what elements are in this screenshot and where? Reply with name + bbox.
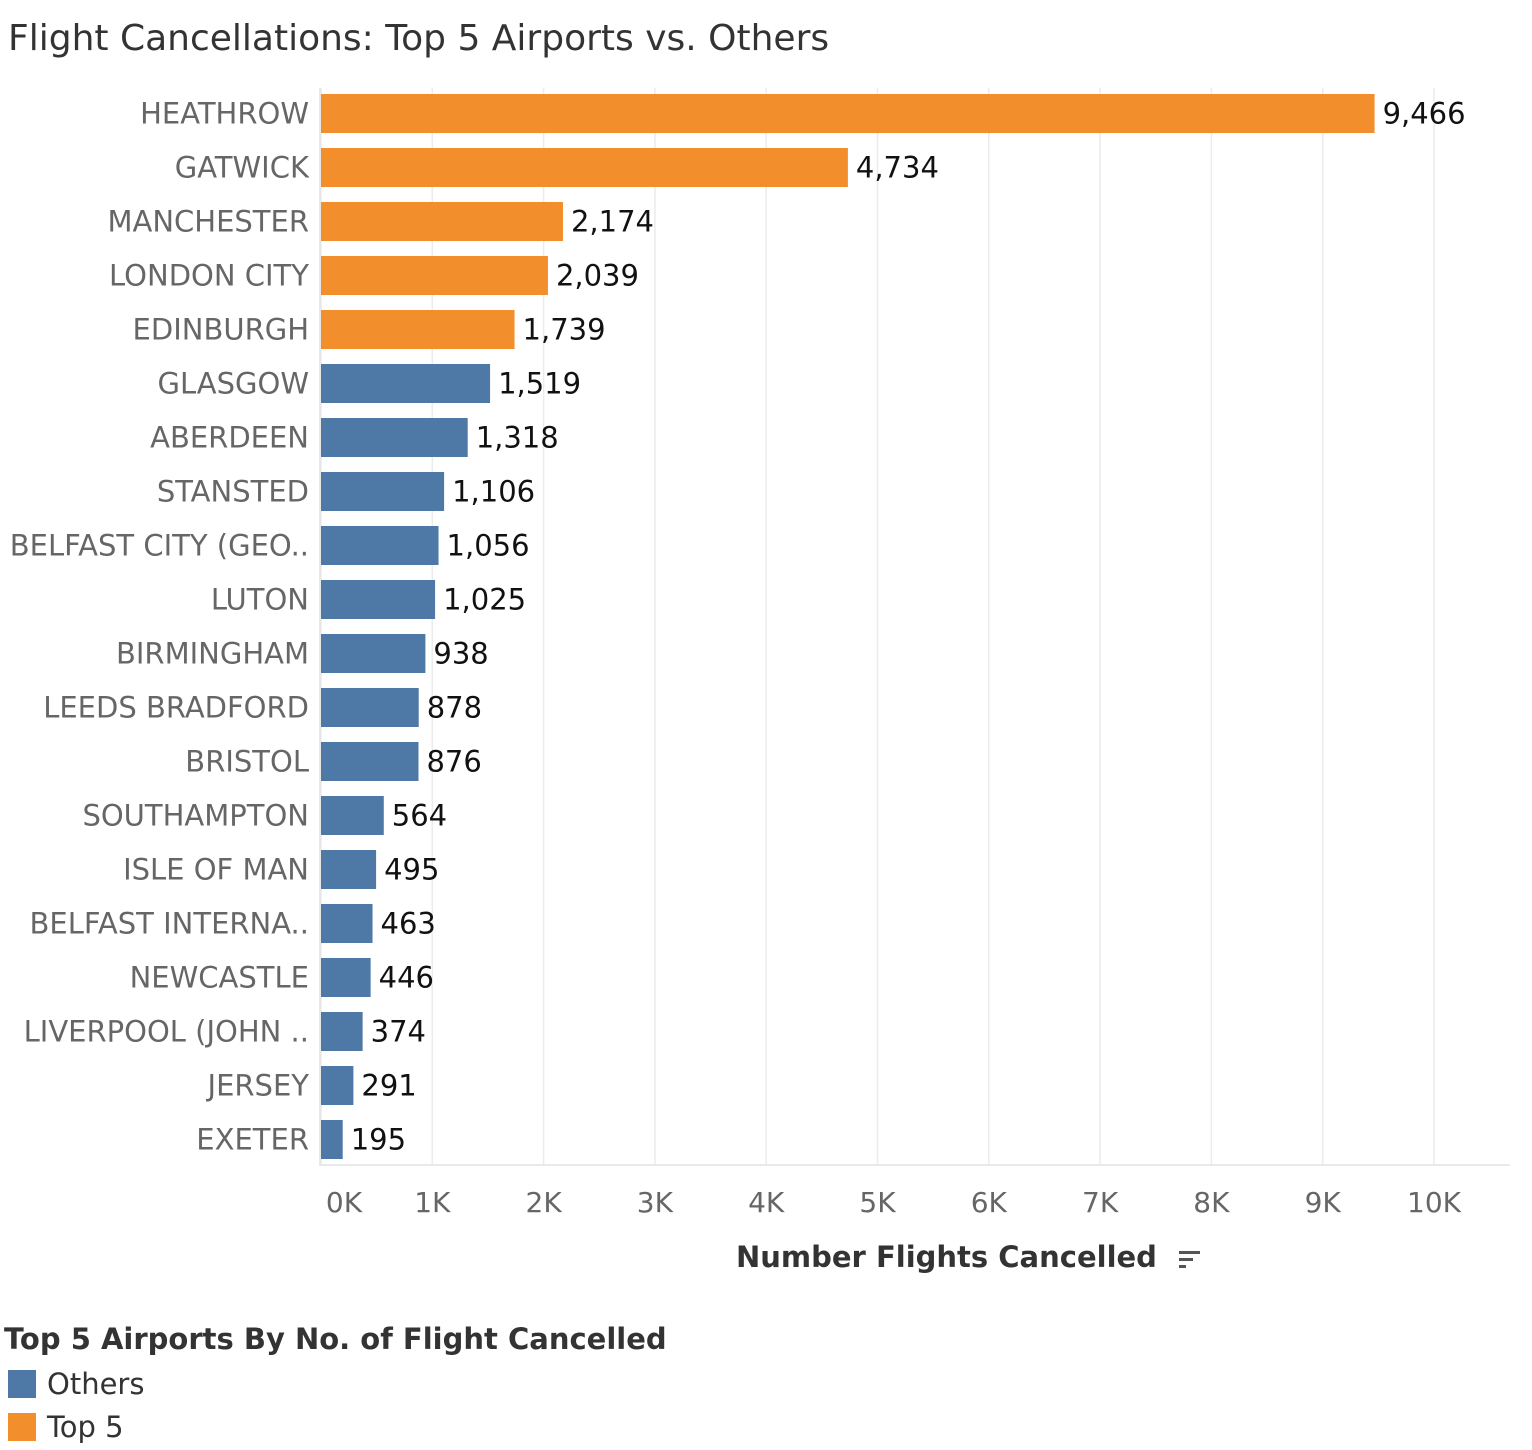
category-label: EDINBURGH: [133, 313, 309, 347]
legend-title: Top 5 Airports By No. of Flight Cancelle…: [4, 1322, 667, 1356]
category-label: BIRMINGHAM: [116, 637, 309, 671]
x-tick-label: 2K: [526, 1186, 563, 1219]
x-tick-label: 4K: [748, 1186, 785, 1219]
category-label: JERSEY: [206, 1069, 310, 1103]
category-label: BELFAST INTERNA..: [30, 907, 309, 941]
chart-title: Flight Cancellations: Top 5 Airports vs.…: [8, 18, 830, 59]
value-label: 2,174: [571, 205, 654, 239]
x-tick-label: 7K: [1082, 1186, 1119, 1219]
category-label: SOUTHAMPTON: [82, 799, 309, 833]
bars: HEATHROW 9,466 GATWICK 4,734 MANCHESTER 2,174…: [10, 94, 1466, 1159]
bar[interactable]: [321, 850, 377, 889]
category-label: BRISTOL: [185, 745, 309, 779]
legend-label-others: Others: [47, 1366, 145, 1401]
bar[interactable]: [321, 634, 426, 673]
x-axis: 0K 1K 2K 3K 4K 5K 6K 7K 8K 9K 10K: [319, 88, 1510, 1219]
bar[interactable]: [321, 904, 373, 943]
value-label: 1,056: [447, 529, 530, 563]
bar[interactable]: [321, 148, 848, 187]
value-label: 876: [426, 745, 481, 779]
bar[interactable]: [321, 94, 1375, 133]
bar[interactable]: [321, 958, 371, 997]
value-label: 564: [392, 799, 447, 833]
bar[interactable]: [321, 364, 491, 403]
x-tick-label: 5K: [859, 1186, 896, 1219]
value-label: 195: [351, 1123, 406, 1157]
value-label: 1,025: [443, 583, 526, 617]
x-axis-title: Number Flights Cancelled: [736, 1240, 1201, 1274]
value-label: 446: [379, 961, 434, 995]
bar[interactable]: [321, 310, 515, 349]
bar[interactable]: [321, 1012, 363, 1051]
value-label: 1,739: [523, 313, 606, 347]
category-label: STANSTED: [157, 475, 309, 509]
category-label: NEWCASTLE: [130, 961, 309, 995]
category-label: LONDON CITY: [109, 259, 309, 293]
category-label: GLASGOW: [157, 367, 309, 401]
category-label: HEATHROW: [140, 97, 309, 131]
bar[interactable]: [321, 202, 563, 241]
x-tick-label: 10K: [1407, 1186, 1462, 1219]
x-axis-title-text: Number Flights Cancelled: [736, 1240, 1157, 1274]
x-tick-label: 6K: [971, 1186, 1008, 1219]
category-label: EXETER: [196, 1123, 309, 1157]
x-tick-label: 9K: [1305, 1186, 1342, 1219]
bar[interactable]: [321, 472, 445, 511]
category-label: LEEDS BRADFORD: [43, 691, 309, 725]
value-label: 9,466: [1383, 97, 1466, 131]
category-label: LIVERPOOL (JOHN ..: [24, 1015, 309, 1049]
value-label: 1,318: [476, 421, 559, 455]
x-tick-label: 1K: [414, 1186, 451, 1219]
value-label: 1,106: [452, 475, 535, 509]
category-label: BELFAST CITY (GEO..: [10, 529, 309, 563]
bar[interactable]: [321, 1066, 354, 1105]
value-label: 374: [371, 1015, 426, 1049]
value-label: 938: [433, 637, 488, 671]
category-label: MANCHESTER: [107, 205, 309, 239]
gridlines: [320, 88, 1435, 1165]
bar[interactable]: [321, 418, 468, 457]
bar[interactable]: [321, 526, 439, 565]
bar[interactable]: [321, 256, 548, 295]
x-tick-label: 3K: [637, 1186, 674, 1219]
legend-swatch-others: [8, 1369, 36, 1398]
category-label: LUTON: [211, 583, 309, 617]
x-tick-label: 0K: [326, 1186, 363, 1219]
value-label: 4,734: [856, 151, 939, 185]
bar[interactable]: [321, 742, 419, 781]
value-label: 291: [361, 1069, 416, 1103]
value-label: 495: [384, 853, 439, 887]
bar[interactable]: [321, 580, 436, 619]
value-label: 2,039: [556, 259, 639, 293]
bar[interactable]: [321, 796, 384, 835]
value-label: 1,519: [498, 367, 581, 401]
category-label: ISLE OF MAN: [123, 853, 309, 887]
legend-swatch-top5: [8, 1412, 36, 1441]
value-label: 878: [427, 691, 482, 725]
bar-chart: HEATHROW 9,466 GATWICK 4,734 MANCHESTER 2,174…: [10, 88, 1510, 1219]
category-label: GATWICK: [175, 151, 310, 185]
legend-item-others[interactable]: Others: [4, 1362, 667, 1405]
legend-label-top5: Top 5: [47, 1409, 124, 1444]
value-label: 463: [381, 907, 436, 941]
sort-descending-icon[interactable]: [1179, 1248, 1201, 1270]
legend-item-top5[interactable]: Top 5: [4, 1405, 667, 1448]
bar[interactable]: [321, 688, 419, 727]
x-tick-label: 8K: [1193, 1186, 1230, 1219]
legend: Top 5 Airports By No. of Flight Cancelle…: [4, 1322, 667, 1448]
bar[interactable]: [321, 1120, 343, 1159]
category-label: ABERDEEN: [150, 421, 309, 455]
